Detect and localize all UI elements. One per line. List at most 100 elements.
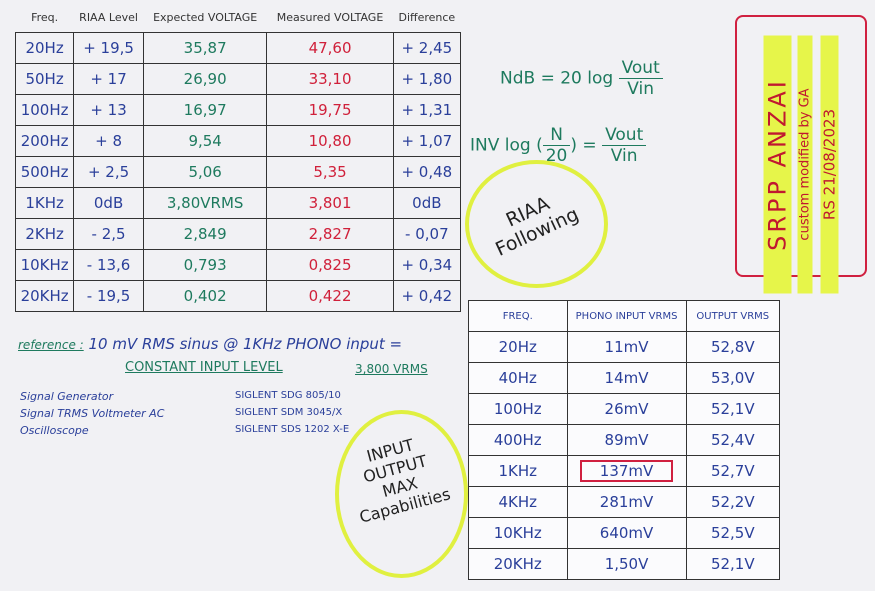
cell-text: 20KHz [493,555,542,573]
cell-text: 281mV [599,493,654,511]
table-cell: + 0,48 [392,156,462,188]
table-row: 1KHz 0dB 3,80VRMS 3,801 0dB [14,187,462,219]
table-cell: 89mV [566,424,687,456]
table-cell: + 17 [73,63,144,95]
reference-constant: CONSTANT INPUT LEVEL [125,360,283,375]
table-cell: 640mV [566,517,687,549]
table-cell: 35,87 [142,32,268,64]
signature-box: SRPP ANZAI custom modified by GA RS 21/0… [735,15,867,294]
table-cell: + 8 [73,125,144,157]
table-cell: 26mV [566,393,687,425]
formula-lhs: INV log [470,135,531,156]
reference: reference : 10 mV RMS sinus @ 1KHz PHONO… [18,335,402,353]
table-cell: 20KHz [14,280,75,312]
table-cell: 0,422 [266,280,394,312]
equipment-row: Oscilloscope SIGLENT SDS 1202 X-E [20,424,460,441]
table-cell: + 1,80 [392,63,462,95]
cell-text: 52,2V [710,493,755,511]
table-cell: 20Hz [14,32,75,64]
equipment-row: Signal Generator SIGLENT SDG 805/10 [20,390,460,407]
column-header: RIAA Level [79,10,138,24]
equipment-model: SIGLENT SDG 805/10 [235,390,341,401]
table-cell: 52,7V [685,455,781,487]
table-cell: 47,60 [266,32,394,64]
formula-num: Vout [618,58,663,79]
table-cell: 10,80 [266,125,394,157]
table-cell: + 1,31 [392,94,462,126]
table-cell: + 1,07 [392,125,462,157]
signature-title: SRPP ANZAI [763,35,792,294]
table-row: 40Hz 14mV 53,0V [468,362,781,394]
table-cell: 16,97 [142,94,268,126]
table-cell: 1KHz [468,455,568,487]
table-row: 20KHz - 19,5 0,402 0,422 + 0,42 [14,280,462,312]
table-cell: 4KHz [468,486,568,518]
cell-text: 137mV [579,460,674,482]
table-cell: 500Hz [14,156,75,188]
table-cell: 14mV [566,362,687,394]
table-row: 10KHz - 13,6 0,793 0,825 + 0,34 [14,249,462,281]
cell-text: 640mV [599,524,654,542]
formula-den: Vin [627,79,655,99]
cell-text: 20Hz [498,338,537,356]
table-cell: 3,801 [266,187,394,219]
capabilities-table: FREQ. PHONO INPUT VRMS OUTPUT VRMS 20Hz 11mV… [468,300,781,580]
table-cell: 0,793 [142,249,268,281]
table-cell: 2KHz [14,218,75,250]
table-cell: 52,5V [685,517,781,549]
cell-text: 4KHz [498,493,538,511]
table-cell: 50Hz [14,63,75,95]
cell-text: 52,1V [710,555,755,573]
cell-text: 14mV [604,369,649,387]
cell-text: 52,5V [710,524,755,542]
table-cell: 52,1V [685,548,781,580]
table-row: 20KHz 1,50V 52,1V [468,548,781,580]
table-cell: + 2,45 [392,32,462,64]
reference-text: 10 mV RMS sinus @ 1KHz PHONO input = [88,335,403,353]
table-cell: 100Hz [468,393,568,425]
table-cell: 9,54 [142,125,268,157]
column-header: Expected VOLTAGE [153,10,258,24]
table-cell: + 2,5 [73,156,144,188]
column-header: FREQ. [468,300,568,332]
signature: SRPP ANZAI custom modified by GA RS 21/0… [763,35,839,294]
table-cell: 5,35 [266,156,394,188]
cell-text: 26mV [604,400,649,418]
table-row: 500Hz + 2,5 5,06 5,35 + 0,48 [14,156,462,188]
table-row: 400Hz 89mV 52,4V [468,424,781,456]
formula-1: NdB = 20 log Vout Vin [500,58,663,99]
table-row: 20Hz + 19,5 35,87 47,60 + 2,45 [14,32,462,64]
table-cell: 0dB [392,187,462,219]
cell-text: 52,4V [710,431,755,449]
cell-text: 1KHz [498,462,538,480]
table-cell: 52,2V [685,486,781,518]
table-row: 2KHz - 2,5 2,849 2,827- 0,07 [14,218,462,250]
table-cell: 200Hz [14,125,75,157]
table-cell: 3,80VRMS [142,187,268,219]
column-header: PHONO INPUT VRMS [566,300,687,332]
formula-2: INV log (N 20) = Vout Vin [470,125,647,166]
equipment-name: Signal Generator [20,390,114,403]
table-cell: 19,75 [266,94,394,126]
column-header: Freq. [31,10,59,24]
table-cell: 5,06 [142,156,268,188]
table-cell: 100Hz [14,94,75,126]
equipment-row: Signal TRMS Voltmeter AC SIGLENT SDM 3045… [20,407,460,424]
cell-text: 40Hz [498,369,537,387]
table-row: 10KHz 640mV 52,5V [468,517,781,549]
table-row: 20Hz 11mV 52,8V [468,331,781,363]
table-row: 4KHz 281mV 52,2V [468,486,781,518]
table-row: 100Hz + 13 16,97 19,75 + 1,31 [14,94,462,126]
table-cell: 40Hz [468,362,568,394]
cell-text: 10KHz [493,524,542,542]
equipment-list: Signal Generator SIGLENT SDG 805/10 Signal… [20,390,460,441]
circle-note [465,160,608,288]
table-cell: - 0,07 [392,218,462,250]
cell-text: 53,0V [710,369,755,387]
table-cell: 281mV [566,486,687,518]
table-cell: 52,8V [685,331,781,363]
reference-label: reference : [18,338,84,352]
table-cell: - 2,5 [73,218,144,250]
table-cell: + 19,5 [73,32,144,64]
